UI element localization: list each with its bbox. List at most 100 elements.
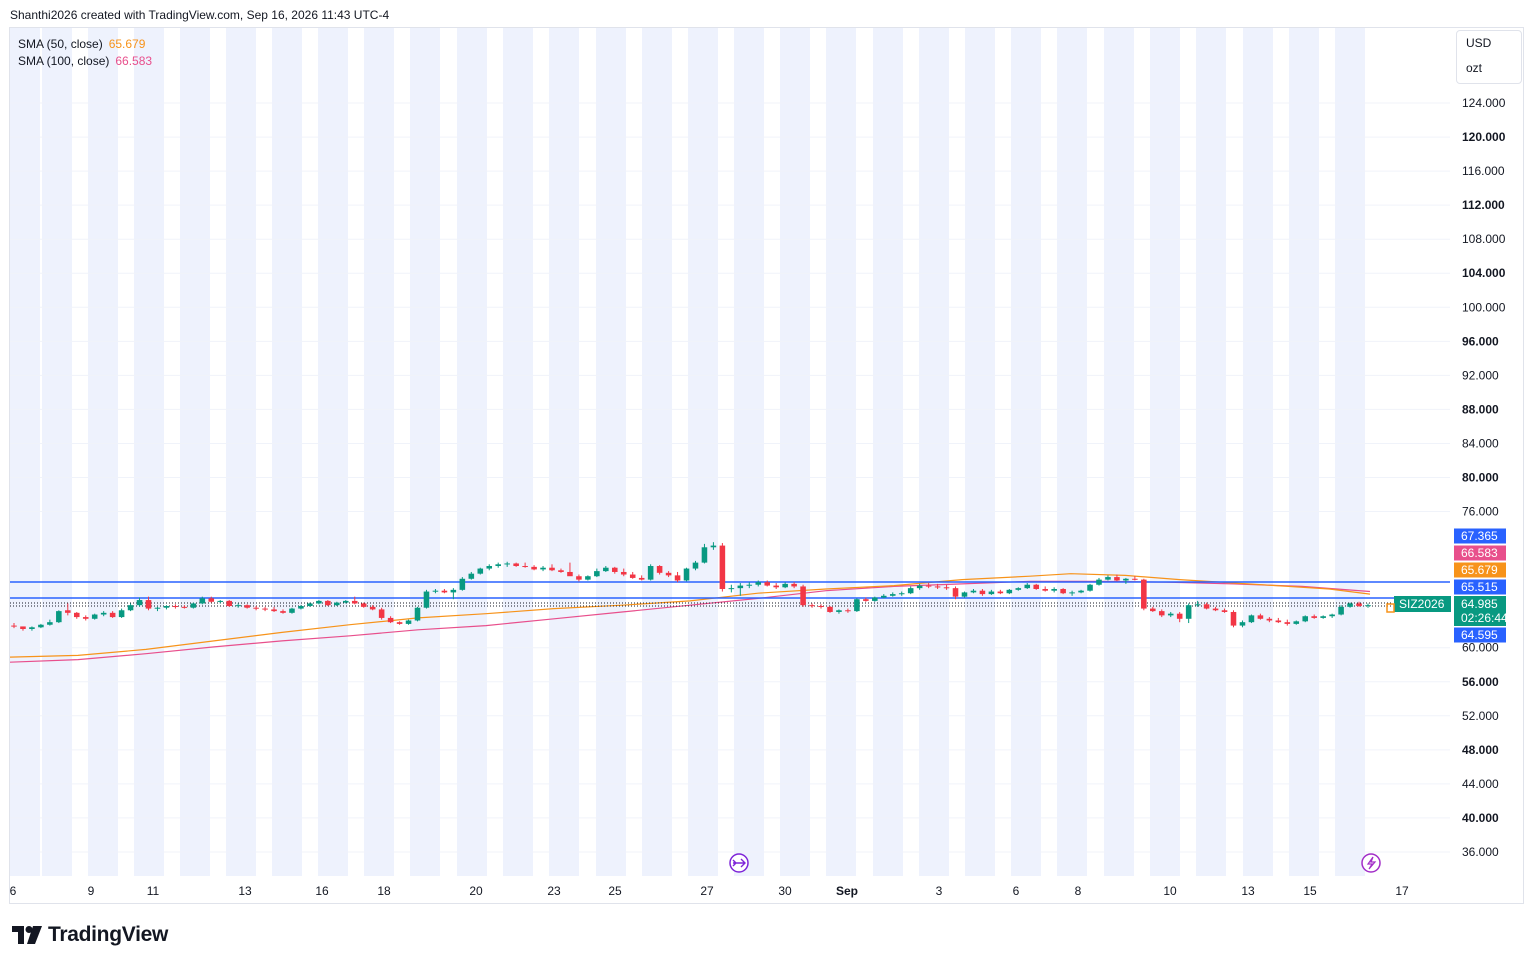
- candle: [118, 608, 125, 618]
- candle: [1329, 613, 1335, 618]
- candle: [1096, 577, 1102, 586]
- candle: [683, 567, 690, 582]
- unit-label[interactable]: ozt: [1466, 61, 1483, 75]
- price-tick-label: 116.000: [1462, 164, 1505, 178]
- candle-body: [782, 583, 788, 588]
- time-axis: 6 9 11 13 16 18 20 23 25 27 30 Sep 3 6 8 10 13 15 17: [10, 884, 1409, 898]
- price-tag: [1454, 562, 1506, 578]
- candle: [1105, 575, 1111, 581]
- price-tag-label: 66.583: [1461, 546, 1498, 560]
- sma50-legend-row[interactable]: SMA (50, close) 65.679: [18, 36, 152, 53]
- candle: [127, 603, 134, 612]
- candle: [351, 596, 358, 605]
- event-markers: [729, 853, 1381, 873]
- price-tick-label: 112.000: [1462, 198, 1505, 212]
- candle-body: [405, 620, 412, 624]
- candle: [818, 604, 824, 609]
- time-tick-label: 27: [700, 884, 714, 898]
- countdown-label: 02:26:44: [1461, 611, 1508, 625]
- candle-body: [1150, 608, 1156, 612]
- session-band: [88, 28, 118, 876]
- candle: [970, 588, 977, 594]
- time-tick-label: 3: [936, 884, 943, 898]
- candle-body: [307, 603, 313, 607]
- candle: [262, 606, 268, 612]
- candle: [100, 611, 107, 617]
- candle-body: [620, 571, 627, 575]
- candle: [872, 596, 878, 602]
- session-band: [1057, 28, 1087, 876]
- candle: [594, 568, 600, 578]
- candle-body: [970, 590, 977, 593]
- candle-body: [387, 617, 394, 623]
- candle-body: [199, 598, 206, 604]
- candle: [172, 604, 179, 609]
- candle: [1338, 605, 1344, 616]
- price-tick-label: 44.000: [1462, 777, 1499, 791]
- candle-body: [898, 593, 905, 595]
- price-tag-label: 65.679: [1461, 563, 1498, 577]
- candle-body: [719, 545, 726, 589]
- candle: [710, 542, 717, 550]
- candle-body: [351, 600, 358, 604]
- candle: [56, 610, 62, 624]
- candle: [934, 583, 941, 589]
- candle-body: [190, 603, 197, 608]
- candle: [1033, 583, 1040, 590]
- candle: [809, 603, 815, 608]
- candle-body: [1212, 608, 1219, 611]
- unit-selector[interactable]: USD ozt: [1456, 30, 1522, 84]
- tradingview-logo[interactable]: TradingView: [12, 922, 168, 948]
- price-tick-label: 108.000: [1462, 232, 1506, 246]
- chart-frame: [9, 27, 1524, 904]
- candle: [567, 562, 573, 577]
- candle-body: [334, 602, 340, 606]
- time-tick-label: 13: [238, 884, 252, 898]
- candle: [531, 565, 537, 571]
- candle: [585, 575, 591, 581]
- candle-body: [925, 585, 932, 587]
- candle-body: [665, 572, 672, 576]
- candle-body: [1239, 622, 1246, 626]
- candle: [405, 619, 412, 625]
- candle: [1257, 613, 1264, 620]
- candle: [1293, 620, 1300, 625]
- candle-body: [916, 585, 923, 589]
- time-tick-label: Sep: [836, 884, 858, 898]
- pending-order-marker: [1386, 603, 1395, 613]
- candle: [1212, 606, 1219, 612]
- candle-body: [1033, 584, 1040, 589]
- chart-attribution: Shanthi2026 created with TradingView.com…: [10, 8, 390, 22]
- candle-body: [576, 576, 582, 580]
- candle: [988, 589, 995, 595]
- candle: [1167, 611, 1174, 618]
- candle-body: [1015, 588, 1022, 590]
- lightning-icon: [1361, 853, 1381, 873]
- candle-body: [872, 597, 878, 601]
- sma100-legend-row[interactable]: SMA (100, close) 66.583: [18, 53, 152, 70]
- candle-body: [845, 610, 851, 612]
- session-band: [1289, 28, 1319, 876]
- symbol-tag-label: SIZ2026: [1399, 597, 1445, 611]
- time-tick-label: 15: [1303, 884, 1317, 898]
- indicator-legend[interactable]: SMA (50, close) 65.679 SMA (100, close) 66…: [18, 36, 152, 70]
- candle-body: [1320, 616, 1326, 618]
- candle-body: [91, 614, 98, 619]
- candle-body: [217, 600, 224, 602]
- candle-body: [1096, 579, 1102, 585]
- candle: [1311, 614, 1317, 619]
- candle-body: [1078, 590, 1084, 593]
- session-band: [1011, 28, 1041, 876]
- candle: [1347, 602, 1353, 608]
- candle-body: [450, 589, 457, 593]
- time-tick-label: 6: [10, 884, 17, 898]
- candle-body: [638, 577, 645, 580]
- candle-body: [477, 568, 484, 574]
- candle: [38, 623, 44, 629]
- candle-body: [1051, 588, 1057, 591]
- time-tick-label: 11: [147, 884, 160, 898]
- candle: [316, 600, 322, 605]
- candle: [1266, 617, 1273, 623]
- currency-label[interactable]: USD: [1466, 36, 1492, 50]
